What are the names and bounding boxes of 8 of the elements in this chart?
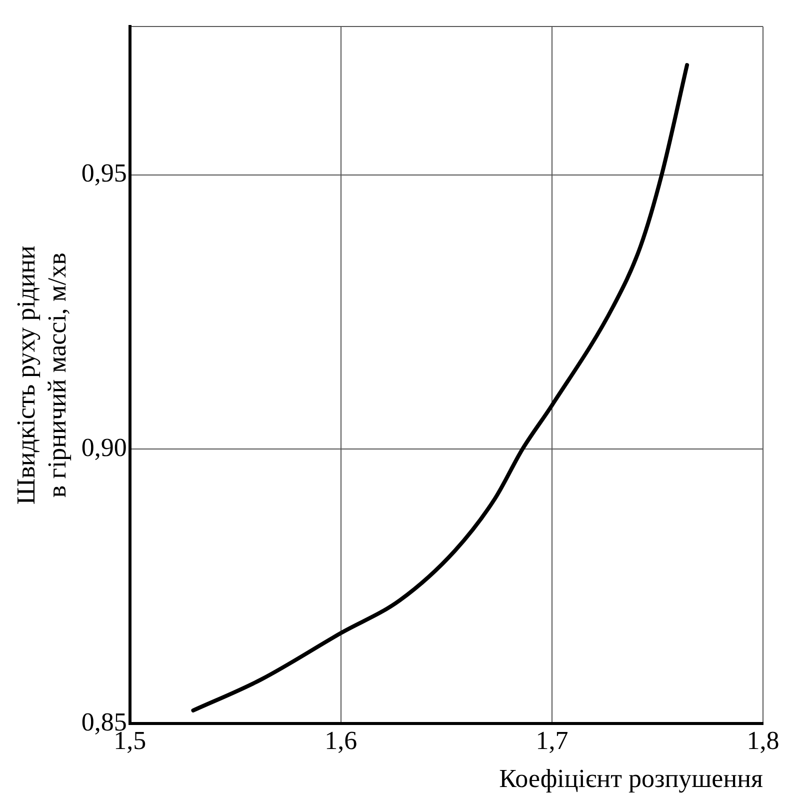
line-series — [191, 63, 690, 712]
x-axis-title: Коефіцієнт розпушення — [499, 764, 764, 794]
x-tick-label: 1,8 — [746, 726, 780, 756]
y-tick-label: 0,90 — [81, 433, 127, 462]
x-tick-label: 1,6 — [324, 726, 358, 756]
y-tick-label: 0,95 — [81, 158, 127, 188]
y-axis-title: Швидкість руху рідини в гірничий массі, м/хв — [11, 245, 72, 505]
x-tick-label: 1,7 — [536, 726, 568, 756]
